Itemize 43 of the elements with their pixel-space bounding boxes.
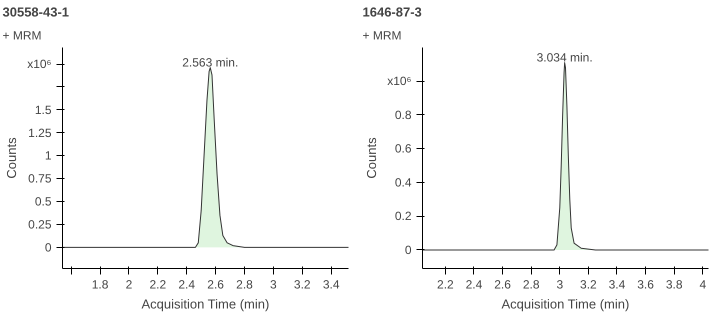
x-tick-label: 3.6 xyxy=(637,278,654,292)
text: x10⁶ xyxy=(387,74,412,88)
y-axis-title: Counts xyxy=(364,136,380,179)
x-tick-label: 2.4 xyxy=(178,278,196,292)
x-tick-label: 3.4 xyxy=(608,278,626,292)
chart-title: 1646-87-3 xyxy=(362,4,422,20)
x-tick-label: 2.8 xyxy=(236,278,254,292)
x-tick-label: 3.2 xyxy=(294,278,311,292)
y-tick-label: 0 xyxy=(44,240,52,254)
x-tick-label: 3.2 xyxy=(580,278,598,292)
text: x10⁶ xyxy=(27,57,52,72)
x-axis-title: Acquisition Time (min) xyxy=(501,296,630,312)
y-tick-label: 0.8 xyxy=(394,108,412,122)
y-axis-title: Counts xyxy=(4,136,20,179)
x-tick-label: 2.6 xyxy=(494,278,512,292)
y-tick-label: 0.75 xyxy=(28,172,52,186)
chart-title: 30558-43-1 xyxy=(2,4,69,20)
y-tick-label: 0.6 xyxy=(394,142,412,156)
y-tick-label: 1.25 xyxy=(28,126,52,140)
x-tick-label: 2 xyxy=(126,278,133,292)
x-tick-label: 3 xyxy=(270,278,278,292)
x-tick-label: 3.4 xyxy=(322,278,340,292)
y-tick-label: 0.4 xyxy=(394,175,412,190)
x-tick-label: 1.8 xyxy=(92,278,109,292)
text: + MRM xyxy=(362,28,402,42)
y-tick-label: 0 xyxy=(404,242,412,257)
text: + MRM xyxy=(2,28,42,42)
x-tick-label: 3.8 xyxy=(666,278,683,292)
x-tick-label: 4 xyxy=(699,278,706,292)
x-tick-label: 2.8 xyxy=(522,278,540,292)
x-axis-title: Acquisition Time (min) xyxy=(141,296,270,312)
x-tick-label: 2.4 xyxy=(466,278,483,292)
x-tick-label: 2.2 xyxy=(149,278,166,292)
x-tick-label: 2.2 xyxy=(437,278,454,292)
y-tick-label: 0.5 xyxy=(34,194,52,209)
y-tick-label: 1 xyxy=(44,148,52,163)
annotation: 3.034 min. xyxy=(536,50,593,65)
x-tick-label: 2.6 xyxy=(207,278,224,292)
x-tick-label: 3 xyxy=(556,278,564,292)
y-tick-label: 1.5 xyxy=(34,102,52,117)
y-tick-label: 0.25 xyxy=(28,217,52,232)
annotation: 2.563 min. xyxy=(182,56,238,70)
y-tick-label: 0.2 xyxy=(394,209,412,224)
